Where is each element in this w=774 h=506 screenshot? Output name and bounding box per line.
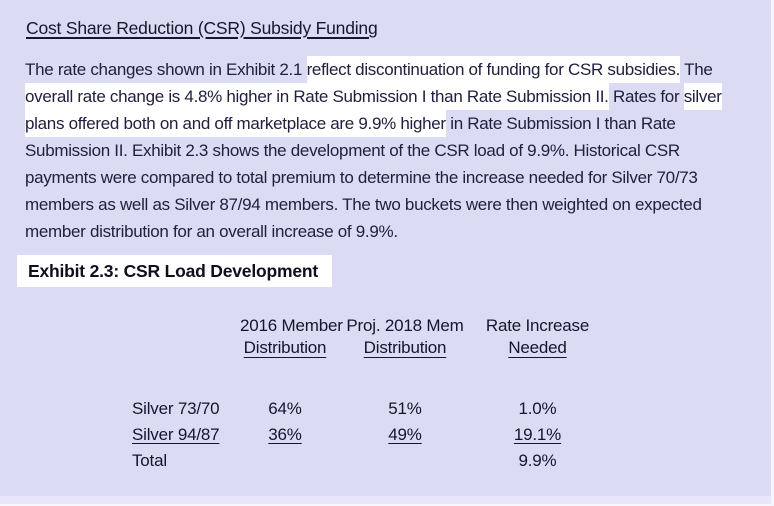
exhibit-heading-row: Exhibit 2.3: CSR Load Development bbox=[17, 255, 774, 291]
cell-text: Silver 73/70 bbox=[132, 399, 220, 418]
value-cell: 9.9% bbox=[480, 448, 595, 474]
highlighted-text-segment: reflect discontinuation of funding for C… bbox=[306, 56, 680, 83]
table-header-cell: Rate Increase bbox=[480, 315, 595, 337]
body-paragraph: The rate changes shown in Exhibit 2.1 re… bbox=[25, 56, 774, 245]
table-header-row: 2016 Member Proj. 2018 Mem Rate Increase bbox=[132, 315, 774, 337]
value-cell: 36% bbox=[240, 422, 330, 448]
table-header-text: Rate Increase bbox=[485, 316, 590, 335]
text-segment: payments were compared to total premium … bbox=[25, 168, 698, 187]
value-cell: 64% bbox=[240, 396, 330, 422]
table-row: Silver 94/87 36% 49% 19.1% bbox=[132, 422, 774, 448]
text-segment: members as well as Silver 87/94 members.… bbox=[25, 195, 702, 214]
paragraph-line: The rate changes shown in Exhibit 2.1 re… bbox=[25, 56, 774, 83]
page-right-edge bbox=[771, 0, 774, 506]
row-label-cell: Silver 73/70 bbox=[132, 396, 240, 422]
exhibit-heading: Exhibit 2.3: CSR Load Development bbox=[17, 255, 332, 287]
paragraph-line: Submission II. Exhibit 2.3 shows the dev… bbox=[25, 137, 774, 164]
text-segment: Rates for bbox=[608, 87, 684, 106]
cell-text: 19.1% bbox=[513, 425, 562, 444]
table-header-text: Proj. 2018 Mem bbox=[346, 316, 464, 335]
table-header-text: Needed bbox=[508, 338, 567, 357]
table-row: Total 9.9% bbox=[132, 448, 774, 474]
table-body: Silver 73/70 64% 51% 1.0% Silver 94/87 36% 49%… bbox=[132, 396, 774, 474]
cell-text: 1.0% bbox=[518, 399, 557, 418]
table-header-text: 2016 Member bbox=[240, 316, 343, 335]
paragraph-line: member distribution for an overall incre… bbox=[25, 218, 774, 245]
highlighted-text-segment: silver bbox=[683, 83, 722, 110]
value-cell: 49% bbox=[330, 422, 480, 448]
cell-text: 49% bbox=[388, 425, 422, 444]
row-label-cell: Total bbox=[132, 448, 240, 474]
text-segment: The rate changes shown in Exhibit 2.1 bbox=[25, 60, 307, 79]
value-cell: 1.0% bbox=[480, 396, 595, 422]
cell-text: 9.9% bbox=[518, 451, 557, 470]
row-label-cell: Silver 94/87 bbox=[132, 422, 240, 448]
cell-text: Total bbox=[132, 451, 167, 470]
cell-text: Silver 94/87 bbox=[132, 425, 220, 444]
csr-load-table: 2016 Member Proj. 2018 Mem Rate Increase Di… bbox=[132, 315, 774, 474]
table-header-cell: Distribution bbox=[330, 337, 480, 359]
table-header-text: Distribution bbox=[243, 338, 327, 357]
table-header-cell: Needed bbox=[480, 337, 595, 359]
table-header-cell: Proj. 2018 Mem bbox=[330, 315, 480, 337]
text-segment: in Rate Submission I than Rate bbox=[445, 114, 676, 133]
cell-text: 64% bbox=[268, 399, 302, 418]
paragraph-line: overall rate change is 4.8% higher in Ra… bbox=[25, 83, 774, 110]
table-header-cell: Distribution bbox=[240, 337, 330, 359]
paragraph-line: plans offered both on and off marketplac… bbox=[25, 110, 774, 137]
text-segment: Submission II. Exhibit 2.3 shows the dev… bbox=[25, 141, 680, 160]
text-segment: member distribution for an overall incre… bbox=[25, 222, 398, 241]
highlighted-text-segment: overall rate change is 4.8% higher in Ra… bbox=[25, 83, 609, 110]
table-header-text: Distribution bbox=[363, 338, 447, 357]
value-cell: 19.1% bbox=[480, 422, 595, 448]
page-bottom-edge bbox=[0, 496, 774, 506]
cell-text: 51% bbox=[388, 399, 422, 418]
section-title: Cost Share Reduction (CSR) Subsidy Fundi… bbox=[26, 18, 378, 38]
cell-text: 36% bbox=[268, 425, 302, 444]
highlighted-text-segment: plans offered both on and off marketplac… bbox=[25, 110, 446, 137]
value-cell: 51% bbox=[330, 396, 480, 422]
table-header-row: Distribution Distribution Needed bbox=[132, 337, 774, 359]
table-header-cell: 2016 Member bbox=[240, 315, 343, 337]
text-segment: The bbox=[680, 60, 713, 79]
paragraph-line: payments were compared to total premium … bbox=[25, 164, 774, 191]
paragraph-line: members as well as Silver 87/94 members.… bbox=[25, 191, 774, 218]
table-row: Silver 73/70 64% 51% 1.0% bbox=[132, 396, 774, 422]
